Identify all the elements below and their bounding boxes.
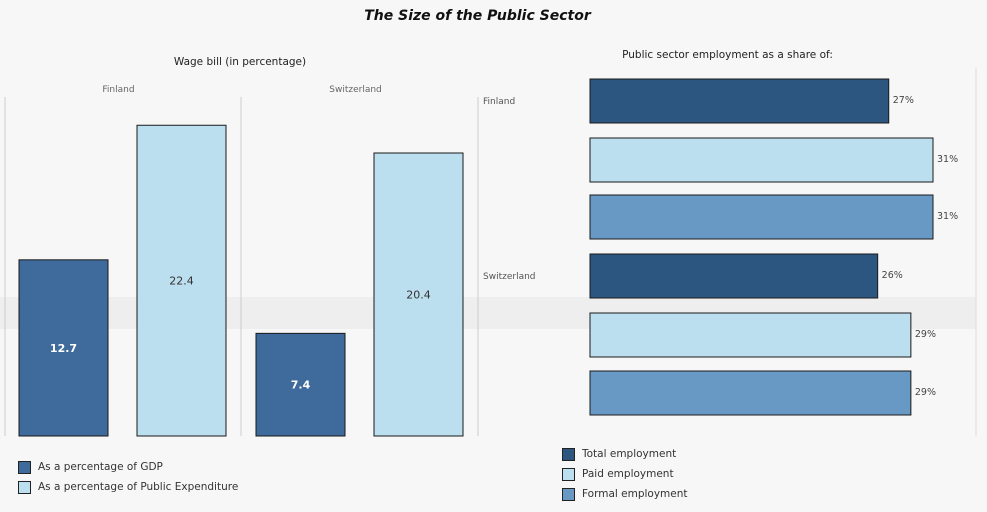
wage-bill-bar-switzerland-public-expenditure: [373, 152, 464, 437]
employment-bar-switzerland-total-employment: [589, 253, 879, 299]
wage-bill-bar-finland-gdp: [18, 259, 109, 437]
employment-bar-finland-formal-employment: [589, 194, 934, 240]
wage-bill-category-label: Switzerland: [329, 85, 382, 95]
wage-bill-data-label: 22.4: [169, 275, 194, 288]
employment-title: Public sector employment as a share of:: [622, 49, 833, 61]
legend-item-total-employment[interactable]: Total employment: [562, 444, 688, 464]
wage-bill-bar-switzerland-gdp: [255, 332, 346, 437]
employment-data-label: 29%: [915, 387, 936, 398]
legend-label-paid-employment: Paid employment: [582, 468, 674, 480]
legend-label-formal-employment: Formal employment: [582, 488, 688, 500]
employment-bar-switzerland-paid-employment: [589, 312, 912, 358]
employment-bar-finland-paid-employment: [589, 137, 934, 183]
legend-label-public-expenditure: As a percentage of Public Expenditure: [38, 481, 239, 493]
legend-swatch-public-expenditure: [18, 480, 31, 494]
legend-swatch-total-employment: [562, 447, 575, 461]
wage-bill-title: Wage bill (in percentage): [173, 56, 307, 68]
employment-data-label: 26%: [882, 270, 903, 281]
employment-data-label: 31%: [937, 211, 958, 222]
wage-bill-data-label: 12.7: [50, 342, 77, 355]
wage-bill-data-label: 20.4: [406, 289, 431, 302]
employment-data-label: 31%: [937, 154, 958, 165]
employment-category-label: Switzerland: [483, 272, 536, 282]
wage-bill-bar-finland-public-expenditure: [136, 124, 227, 437]
employment-bar-switzerland-formal-employment: [589, 370, 912, 416]
legend-item-formal-employment[interactable]: Formal employment: [562, 484, 688, 504]
employment-data-label: 29%: [915, 329, 936, 340]
wage-bill-legend: As a percentage of GDP As a percentage o…: [18, 457, 238, 497]
employment-data-label: 27%: [893, 95, 914, 106]
legend-label-gdp: As a percentage of GDP: [38, 461, 163, 473]
legend-item-paid-employment[interactable]: Paid employment: [562, 464, 688, 484]
legend-item-public-expenditure[interactable]: As a percentage of Public Expenditure: [18, 477, 238, 497]
dashboard-title: The Size of the Public Sector: [364, 8, 591, 24]
wage-bill-data-label: 7.4: [291, 379, 311, 392]
employment-bar-finland-total-employment: [589, 78, 890, 124]
legend-label-total-employment: Total employment: [582, 448, 677, 460]
legend-swatch-formal-employment: [562, 487, 575, 501]
employment-category-label: Finland: [483, 97, 515, 107]
employment-legend: Total employment Paid employment Formal …: [562, 444, 688, 504]
legend-swatch-paid-employment: [562, 467, 575, 481]
wage-bill-category-label: Finland: [102, 85, 134, 95]
legend-swatch-gdp: [18, 460, 31, 474]
legend-item-gdp[interactable]: As a percentage of GDP: [18, 457, 238, 477]
